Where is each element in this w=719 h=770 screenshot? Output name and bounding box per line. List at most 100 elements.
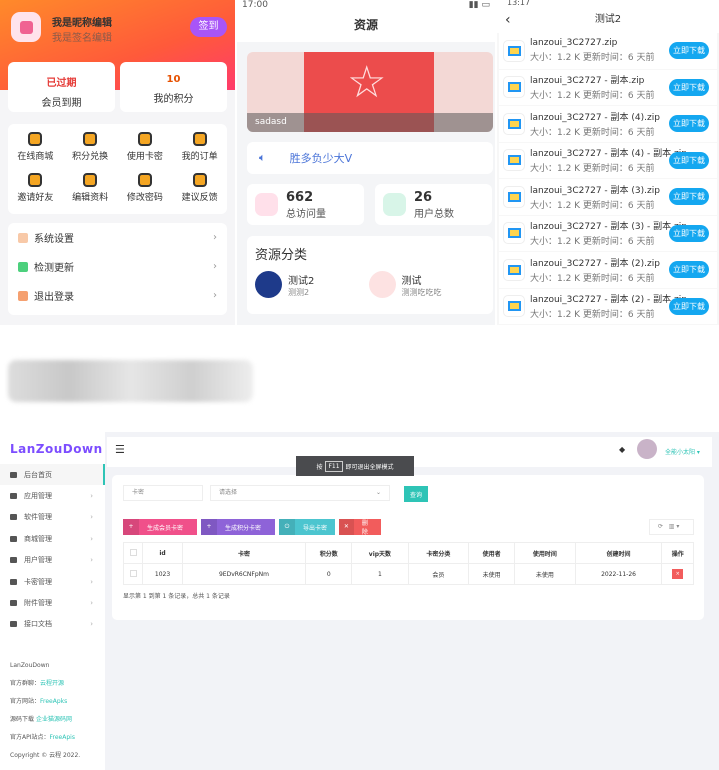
sidebar-item[interactable]: 附件管理 › — [0, 592, 105, 613]
user-menu[interactable]: 全能小太阳 ▾ — [665, 449, 700, 456]
points-card[interactable]: 10 我的积分 — [120, 62, 227, 112]
api-link[interactable]: FreeApis — [49, 734, 75, 741]
visits-stat: 662 总访问量 — [247, 184, 364, 225]
table-cell: 1 — [351, 563, 409, 585]
menu-icon — [18, 290, 28, 301]
action-button[interactable]: + 生成会员卡密 — [123, 519, 197, 535]
monitor-icon — [503, 185, 525, 208]
action-button[interactable]: + 生成积分卡密 — [201, 519, 275, 535]
sidebar-item[interactable]: 应用管理 › — [0, 485, 105, 506]
nav-icon — [10, 535, 17, 542]
column-header[interactable]: 卡密 — [181, 542, 307, 564]
table-tools[interactable]: ⟳ ▥ ▾ — [649, 519, 694, 535]
file-list-screen: 13:17 ‹ 测试2 lanzoui_3C2727.zip 大小：1.2 K 更新时… — [497, 0, 719, 325]
download-button[interactable]: 立即下载 — [669, 224, 709, 242]
sidebar-item[interactable]: 接口文档 › — [0, 614, 105, 635]
menu-label: 检测更新 — [34, 263, 74, 274]
monitor-icon — [503, 222, 525, 245]
sidebar-item[interactable]: 用户管理 › — [0, 550, 105, 571]
column-header[interactable]: vip天数 — [351, 542, 409, 564]
diamond-icon — [83, 132, 98, 146]
sidebar-item[interactable]: 后台首页 — [0, 464, 105, 486]
file-item[interactable]: lanzoui_3C2727 - 副本 (2).zip 大小：1.2 K 更新时间… — [499, 252, 717, 288]
file-name: lanzoui_3C2727.zip — [530, 38, 618, 49]
status-bar: 17:00 ▮▮ ▭ — [237, 0, 495, 12]
theme-icon[interactable]: ◆ — [619, 445, 626, 454]
clock: 13:17 — [507, 0, 531, 7]
column-header[interactable]: 使用时间 — [514, 542, 576, 564]
menu-toggle-icon[interactable]: ☰ — [115, 443, 125, 456]
grid-item[interactable]: 编辑资料 — [63, 173, 118, 213]
site-link[interactable]: FreeApks — [40, 698, 68, 705]
lock-icon — [137, 173, 152, 187]
action-button[interactable]: ✕ 删除 — [339, 519, 381, 536]
avatar[interactable] — [637, 439, 657, 459]
chevron-right-icon: › — [90, 620, 93, 629]
grid-item[interactable]: 积分兑换 — [63, 132, 118, 172]
column-header[interactable]: 使用者 — [468, 542, 516, 564]
column-header[interactable]: 操作 — [661, 542, 694, 564]
card-search-input[interactable]: 卡密 — [123, 485, 203, 501]
file-name: lanzoui_3C2727 - 副本 (2) - 副本.zip — [530, 295, 687, 306]
delete-row-button[interactable]: × — [672, 569, 684, 579]
grid-item[interactable]: 修改密码 — [118, 173, 173, 213]
column-header[interactable]: id — [142, 542, 183, 564]
menu-item[interactable]: 检测更新 › — [8, 252, 227, 281]
download-button[interactable]: 立即下载 — [669, 188, 709, 206]
download-button[interactable]: 立即下载 — [669, 151, 709, 169]
download-button[interactable]: 立即下载 — [669, 78, 709, 96]
grid-item-label: 在线商城 — [17, 152, 54, 162]
nav-icon — [10, 557, 17, 564]
column-header[interactable]: 卡密分类 — [407, 542, 470, 564]
grid-item[interactable]: 使用卡密 — [118, 132, 173, 172]
monitor-icon — [503, 39, 525, 62]
file-item[interactable]: lanzoui_3C2727.zip 大小：1.2 K 更新时间：6 天前 立即下载 — [499, 33, 717, 69]
avatar[interactable] — [11, 12, 41, 42]
grid-item[interactable]: 我的订单 — [172, 132, 227, 172]
group-link[interactable]: 云程开源 — [40, 680, 65, 687]
file-item[interactable]: lanzoui_3C2727 - 副本 (3).zip 大小：1.2 K 更新时间… — [499, 179, 717, 215]
category-item[interactable]: 测试 测测吃吃吃 — [368, 271, 479, 298]
download-button[interactable]: 立即下载 — [669, 261, 709, 279]
menu-item[interactable]: 退出登录 › — [8, 281, 227, 310]
logo: LanZouDown — [10, 442, 103, 456]
back-icon[interactable]: ‹ — [505, 12, 511, 28]
file-item[interactable]: lanzoui_3C2727 - 副本 (4).zip 大小：1.2 K 更新时间… — [499, 106, 717, 142]
button-icon: ✕ — [339, 519, 354, 535]
category-select[interactable]: 请选择 ⌄ — [210, 485, 390, 501]
file-item[interactable]: lanzoui_3C2727 - 副本 (3) - 副本.zip 大小：1.2 K… — [499, 215, 717, 251]
row-checkbox[interactable] — [122, 563, 144, 585]
banner[interactable]: ☆ sadasd — [247, 52, 493, 132]
download-button[interactable]: 立即下载 — [669, 42, 709, 60]
column-header[interactable]: 创建时间 — [574, 542, 663, 564]
grid-item[interactable]: 在线商城 — [8, 132, 63, 172]
grid-item[interactable]: 建议反馈 — [172, 173, 227, 213]
download-button[interactable]: 立即下载 — [669, 297, 709, 315]
blurred-region — [8, 360, 253, 402]
src-link[interactable]: 企业猫源码网 — [35, 716, 72, 723]
table-cell: 0 — [305, 563, 353, 585]
membership-card[interactable]: 已过期 会员到期 — [8, 62, 115, 112]
query-button[interactable]: 查询 — [404, 486, 429, 502]
button-label: 删除 — [361, 520, 368, 536]
file-item[interactable]: lanzoui_3C2727 - 副本.zip 大小：1.2 K 更新时间：6 天… — [499, 69, 717, 105]
select-all-checkbox[interactable] — [122, 542, 144, 564]
file-item[interactable]: lanzoui_3C2727 - 副本 (2) - 副本.zip 大小：1.2 K… — [499, 288, 717, 324]
sidebar-item-label: 软件管理 — [24, 513, 52, 522]
grid-item[interactable]: 邀请好友 — [8, 173, 63, 213]
sidebar-item[interactable]: 卡密管理 › — [0, 571, 105, 592]
file-item[interactable]: lanzoui_3C2727 - 副本 (4) - 副本.zip 大小：1.2 K… — [499, 142, 717, 178]
notice-bar[interactable]: 🔈︎ 胜多负少大V — [247, 142, 493, 174]
action-button[interactable]: ⏻ 导出卡密 — [279, 519, 335, 535]
sign-in-button[interactable]: 签到 — [190, 17, 227, 37]
sidebar-item[interactable]: 软件管理 › — [0, 507, 105, 528]
download-button[interactable]: 立即下载 — [669, 115, 709, 133]
button-label: 生成积分卡密 — [225, 524, 262, 532]
column-header[interactable]: 积分数 — [305, 542, 353, 564]
user-name: 全能小太阳 — [665, 449, 696, 456]
category-item[interactable]: 测试2 测测2 — [255, 271, 365, 298]
menu-item[interactable]: 系统设置 › — [8, 223, 227, 252]
site-label: 官方网站： — [10, 698, 41, 705]
sidebar-item[interactable]: 商城管理 › — [0, 528, 105, 549]
chevron-right-icon: › — [90, 513, 93, 522]
